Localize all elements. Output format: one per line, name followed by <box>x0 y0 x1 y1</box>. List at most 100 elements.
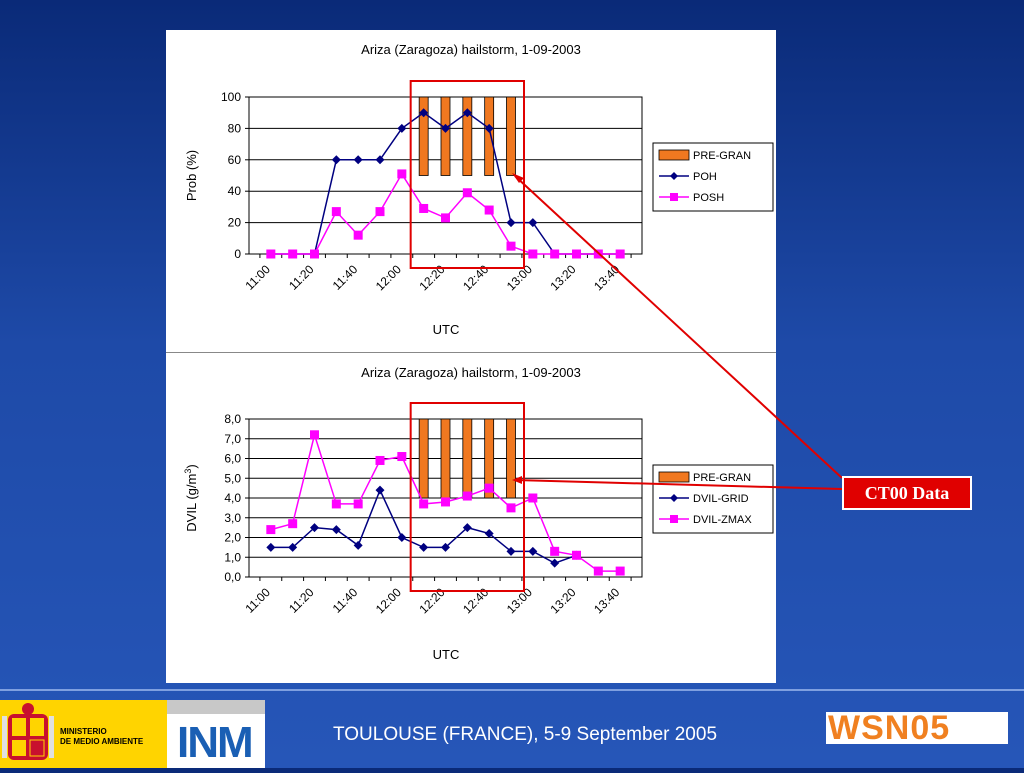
data-point-posh <box>397 169 407 179</box>
legend-label: DVIL-GRID <box>693 493 749 505</box>
pre-gran-bar <box>462 96 473 176</box>
chart-panel-probability: Ariza (Zaragoza) hailstorm, 1-09-2003 0 20… <box>166 30 776 352</box>
x-tick-label: 12:40 <box>460 262 491 293</box>
y-tick-label: 40 <box>228 184 242 198</box>
data-point-dvil-zmax <box>310 430 319 440</box>
data-point-posh <box>266 249 276 259</box>
legend-marker <box>670 193 678 201</box>
data-point-dvil-zmax <box>528 493 538 503</box>
y-tick-label: 80 <box>228 121 242 135</box>
y-tick-label: 20 <box>228 216 242 230</box>
data-point-poh <box>484 123 494 133</box>
y-axis-label: DVIL (g/m3) <box>183 464 199 531</box>
legend-swatch-pre-gran <box>658 149 690 161</box>
x-tick-label: 12:20 <box>416 585 447 616</box>
data-point-dvil-zmax <box>288 519 298 529</box>
chart-panel-dvil: Ariza (Zaragoza) hailstorm, 1-09-2003 0,0… <box>166 352 776 683</box>
x-tick-label: 11:40 <box>330 585 361 616</box>
data-point-dvil-grid <box>506 546 516 556</box>
data-point-posh <box>528 249 538 259</box>
pre-gran-bar <box>418 418 429 499</box>
data-point-dvil-zmax <box>441 497 450 507</box>
data-point-dvil-zmax <box>419 499 429 509</box>
x-tick-label: 13:20 <box>547 585 578 616</box>
data-point-poh <box>353 155 363 165</box>
data-point-poh <box>462 108 472 118</box>
data-point-poh <box>441 123 450 133</box>
data-point-poh <box>419 108 429 118</box>
data-point-dvil-zmax <box>397 452 407 462</box>
x-tick-label: 13:00 <box>504 585 535 616</box>
legend-label: PRE-GRAN <box>693 150 751 162</box>
x-tick-label: 12:40 <box>460 585 491 616</box>
legend-label: DVIL-ZMAX <box>693 514 752 526</box>
y-tick-label: 8,0 <box>224 412 241 426</box>
data-point-posh <box>462 188 472 198</box>
chart-dvil: Ariza (Zaragoza) hailstorm, 1-09-2003 0,0… <box>183 365 774 662</box>
data-point-dvil-zmax <box>353 499 363 509</box>
inm-logo-bar <box>167 700 265 714</box>
inm-logo-text: INM <box>177 718 254 767</box>
y-axis-label-close: ) <box>184 464 199 468</box>
data-point-dvil-zmax <box>462 491 472 501</box>
data-point-dvil-grid <box>353 540 363 550</box>
data-point-dvil-zmax <box>572 550 581 560</box>
inm-logo: INM <box>167 700 265 768</box>
legend-marker <box>670 494 678 502</box>
highlight-box <box>409 80 526 269</box>
data-point-posh <box>441 213 450 223</box>
ministerio-logo: MINISTERIO DE MEDIO AMBIENTE <box>0 700 167 768</box>
legend-label: POH <box>693 171 717 183</box>
wsn05-logo: WSN05 <box>826 709 1008 747</box>
y-tick-label: 2,0 <box>224 531 241 545</box>
y-tick-label: 6,0 <box>224 452 241 466</box>
ct00-data-label: CT00 Data <box>842 476 972 510</box>
x-tick-label: 13:20 <box>547 262 578 293</box>
x-tick-label: 13:00 <box>504 262 535 293</box>
chart-probability: Ariza (Zaragoza) hailstorm, 1-09-2003 0 20… <box>184 42 774 337</box>
y-tick-label: 4,0 <box>224 491 241 505</box>
data-point-posh <box>593 249 603 259</box>
data-point-dvil-grid <box>266 542 276 552</box>
data-point-dvil-grid <box>331 525 341 535</box>
footer-divider <box>0 689 1024 691</box>
y-tick-label: 1,0 <box>224 550 241 564</box>
data-point-posh <box>353 230 363 240</box>
data-point-dvil-grid <box>550 558 560 568</box>
x-tick-label: 12:00 <box>373 585 404 616</box>
data-point-dvil-zmax <box>615 566 625 576</box>
data-point-dvil-grid <box>397 533 407 542</box>
data-point-posh <box>288 249 298 259</box>
data-point-dvil-grid <box>419 542 429 552</box>
x-tick-label: 11:40 <box>330 262 361 293</box>
data-point-posh <box>572 249 581 259</box>
data-point-posh <box>419 203 429 213</box>
legend-swatch-pre-gran <box>658 471 690 483</box>
pre-gran-bar <box>484 418 495 499</box>
y-tick-label: 60 <box>228 153 242 167</box>
data-point-dvil-grid <box>441 542 450 552</box>
data-point-dvil-grid <box>484 529 494 539</box>
data-point-posh <box>331 207 341 217</box>
x-axis-label: UTC <box>433 647 460 662</box>
chart-title: Ariza (Zaragoza) hailstorm, 1-09-2003 <box>361 365 581 380</box>
pre-gran-bar <box>418 96 429 176</box>
data-point-dvil-zmax <box>593 566 603 576</box>
data-point-posh <box>310 249 319 259</box>
ministerio-line1: MINISTERIO <box>60 727 107 736</box>
x-tick-label: 12:00 <box>373 262 404 293</box>
y-tick-label: 0 <box>234 247 241 261</box>
y-tick-label: 100 <box>221 90 241 104</box>
data-point-posh <box>506 241 516 251</box>
pre-gran-bar <box>462 418 473 499</box>
highlight-box <box>409 402 526 592</box>
conference-footer-text: TOULOUSE (FRANCE), 5-9 September 2005 <box>333 724 718 745</box>
legend-label: POSH <box>693 192 724 204</box>
x-axis-label: UTC <box>433 322 460 337</box>
data-point-poh <box>528 218 538 228</box>
x-tick-label: 11:00 <box>242 262 273 293</box>
data-point-dvil-zmax <box>484 483 494 493</box>
pre-gran-bar <box>506 418 516 499</box>
x-tick-label: 11:00 <box>242 585 273 616</box>
